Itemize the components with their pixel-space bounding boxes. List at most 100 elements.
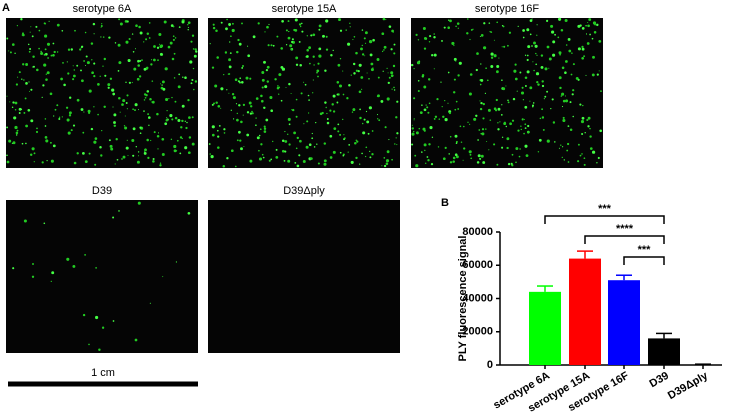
cell-dot xyxy=(112,216,115,219)
cell-dot xyxy=(265,118,269,122)
cell-dot xyxy=(46,42,51,46)
cell-dot xyxy=(25,82,28,85)
cell-dot xyxy=(118,61,122,65)
cell-dot xyxy=(276,86,280,90)
cell-dot xyxy=(388,76,391,79)
cell-dot xyxy=(438,118,441,120)
cell-dot xyxy=(454,153,458,157)
cell-dot xyxy=(170,24,174,27)
cell-dot xyxy=(537,151,540,153)
cell-dot xyxy=(326,112,328,115)
cell-dot xyxy=(6,37,9,40)
cell-dot xyxy=(527,72,529,74)
cell-dot xyxy=(358,90,362,94)
cell-dot xyxy=(316,69,320,73)
cell-dot xyxy=(179,136,183,139)
cell-dot xyxy=(332,49,334,52)
cell-dot xyxy=(14,109,17,111)
cell-dot xyxy=(503,122,507,126)
cell-dot xyxy=(459,125,462,128)
cell-dot xyxy=(58,117,61,121)
cell-dot xyxy=(20,108,23,111)
cell-dot xyxy=(312,79,314,81)
cell-dot xyxy=(411,132,415,136)
cell-dot xyxy=(490,31,493,33)
cell-dot xyxy=(426,106,429,109)
cell-dot xyxy=(512,97,516,101)
cell-dot xyxy=(520,125,522,127)
cell-dot xyxy=(581,27,585,30)
cell-dot xyxy=(269,95,273,100)
cell-dot xyxy=(299,25,302,28)
cell-dot xyxy=(479,100,481,102)
cell-dot xyxy=(270,109,274,113)
cell-dot xyxy=(101,23,103,25)
cell-dot xyxy=(113,113,117,117)
cell-dot xyxy=(270,44,273,47)
cell-dot xyxy=(166,109,168,112)
image-title: serotype 15A xyxy=(272,3,337,15)
cell-dot xyxy=(114,163,116,165)
cell-dot xyxy=(363,118,366,121)
cell-dot xyxy=(252,35,256,39)
cell-dot xyxy=(370,68,374,72)
cell-dot xyxy=(79,48,82,51)
cell-dot xyxy=(433,68,435,70)
image-background xyxy=(411,18,603,168)
bar xyxy=(569,258,601,365)
cell-dot xyxy=(268,23,270,26)
cell-dot xyxy=(230,35,232,38)
cell-dot xyxy=(520,128,523,131)
cell-dot xyxy=(518,155,521,158)
cell-dot xyxy=(581,116,585,120)
cell-dot xyxy=(272,44,275,47)
cell-dot xyxy=(177,119,181,122)
cell-dot xyxy=(14,52,16,55)
cell-dot xyxy=(249,77,252,80)
cell-dot xyxy=(546,19,549,22)
cell-dot xyxy=(592,21,597,25)
cell-dot xyxy=(591,37,594,40)
cell-dot xyxy=(566,149,569,152)
cell-dot xyxy=(332,110,336,113)
micrograph xyxy=(411,17,603,168)
cell-dot xyxy=(531,104,535,107)
cell-dot xyxy=(396,100,399,103)
cell-dot xyxy=(532,102,535,104)
cell-dot xyxy=(506,146,509,150)
cell-dot xyxy=(500,114,503,116)
cell-dot xyxy=(372,67,374,69)
cell-dot xyxy=(575,76,579,80)
cell-dot xyxy=(113,121,116,124)
cell-dot xyxy=(541,80,544,83)
cell-dot xyxy=(246,133,250,137)
cell-dot xyxy=(168,98,170,100)
cell-dot xyxy=(581,153,583,155)
cell-dot xyxy=(133,67,137,71)
cell-dot xyxy=(191,34,195,37)
cell-dot xyxy=(56,104,59,107)
cell-dot xyxy=(30,88,33,91)
cell-dot xyxy=(15,83,19,86)
cell-dot xyxy=(45,78,48,81)
cell-dot xyxy=(558,17,562,21)
cell-dot xyxy=(507,44,509,47)
significance-label: **** xyxy=(616,223,634,235)
cell-dot xyxy=(295,63,299,66)
cell-dot xyxy=(190,40,193,43)
cell-dot xyxy=(239,139,242,142)
cell-dot xyxy=(357,69,360,73)
cell-dot xyxy=(186,121,188,124)
cell-dot xyxy=(521,86,524,89)
cell-dot xyxy=(423,108,427,112)
cell-dot xyxy=(503,45,506,48)
cell-dot xyxy=(211,103,214,106)
cell-dot xyxy=(550,24,554,28)
cell-dot xyxy=(561,92,565,96)
cell-dot xyxy=(144,96,147,99)
cell-dot xyxy=(111,88,115,92)
cell-dot xyxy=(11,106,14,109)
cell-dot xyxy=(143,93,147,96)
cell-dot xyxy=(139,126,142,129)
cell-dot xyxy=(82,152,85,155)
